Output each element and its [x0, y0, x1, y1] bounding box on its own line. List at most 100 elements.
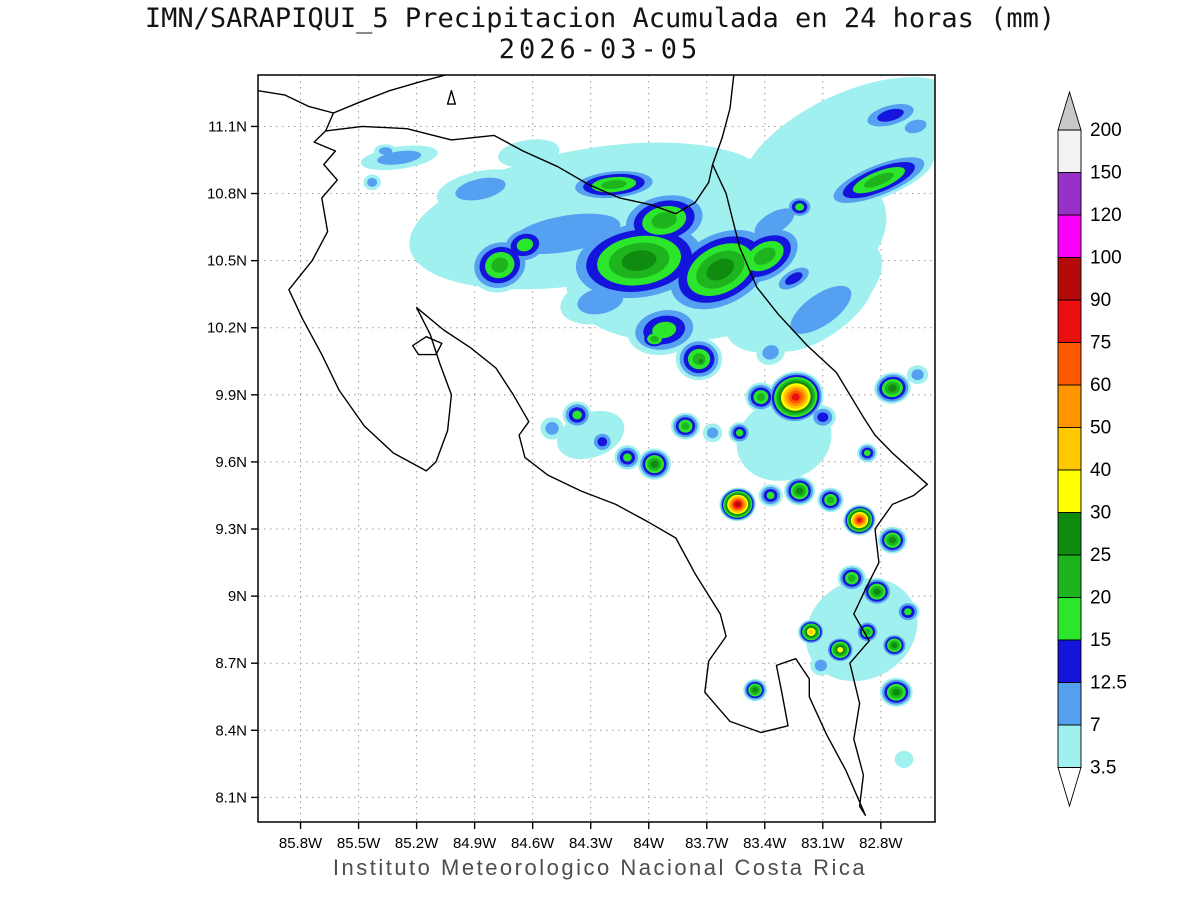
precip-cell: [808, 629, 814, 635]
precip-cell: [847, 574, 856, 582]
colorbar-segment: [1057, 554, 1082, 598]
precip-cell: [766, 491, 775, 500]
colorbar-segment: [1057, 129, 1082, 173]
precip-cell: [698, 359, 704, 364]
colorbar-segment: [1057, 299, 1082, 343]
precip-cell: [652, 321, 677, 339]
colorbar-segment: [1057, 682, 1082, 726]
colorbar-label: 12.5: [1090, 673, 1127, 694]
colorbar-label: 25: [1090, 545, 1111, 566]
precip-cell: [814, 659, 827, 672]
precip-cell: [572, 410, 582, 420]
axis-ticks: [251, 125, 882, 829]
lon-tick-label: 82.8W: [859, 835, 903, 852]
lat-tick-label: 9.6N: [215, 454, 247, 471]
colorbar-segment: [1057, 384, 1082, 428]
precip-cell: [791, 393, 800, 401]
coastline: [258, 75, 928, 816]
lat-tick-label: 8.7N: [215, 655, 247, 672]
precip-cell: [650, 460, 659, 468]
coastline-segment: [325, 112, 335, 132]
colorbar-label: 100: [1090, 248, 1122, 269]
precip-cell: [753, 247, 776, 265]
precip-cell: [857, 517, 862, 523]
precip-cell: [904, 119, 927, 134]
lon-tick-label: 83.4W: [743, 835, 787, 852]
precip-cell: [378, 147, 393, 155]
colorbar-label: 20: [1090, 588, 1111, 609]
colorbar-label: 40: [1090, 460, 1111, 481]
precip-cell: [904, 608, 912, 616]
precip-cell: [516, 238, 534, 252]
lon-tick-label: 84.6W: [511, 835, 555, 852]
precip-cell: [892, 688, 901, 696]
colorbar-arrow-bottom: [1057, 767, 1082, 808]
precip-cell: [462, 188, 479, 199]
coastline-segment: [258, 75, 447, 114]
coastline-segment: [446, 89, 456, 105]
colorbar-label: 7: [1090, 715, 1101, 736]
colorbar-segment: [1057, 512, 1082, 556]
precip-cell: [623, 453, 632, 462]
plot-title: IMN/SARAPIQUI_5 Precipitacion Acumulada …: [144, 3, 1056, 34]
lon-tick-label: 84.9W: [453, 835, 497, 852]
lat-tick-label: 11.1N: [208, 118, 247, 135]
precip-cell: [545, 421, 559, 435]
precip-cell: [785, 272, 803, 285]
footer-credit: Instituto Meteorologico Nacional Costa R…: [332, 855, 868, 880]
colorbar-label: 50: [1090, 418, 1111, 439]
colorbar-label: 120: [1090, 205, 1122, 226]
lon-tick-label: 84W: [633, 835, 665, 852]
lat-tick-label: 8.1N: [215, 789, 247, 806]
colorbar: 200 150 120 100 90 75 60 50 40 30 25 20 15 12.5 7 3.5: [1057, 90, 1127, 808]
precip-cell: [873, 588, 881, 595]
colorbar-segment: [1057, 214, 1082, 258]
precip-cell: [837, 647, 844, 653]
precip-cell: [577, 287, 624, 315]
colorbar-segment: [1057, 597, 1082, 641]
precip-cell: [650, 335, 659, 342]
colorbar-segment: [1057, 172, 1082, 216]
lat-tick-label: 9.3N: [215, 521, 247, 538]
coastline-segment: [325, 125, 714, 215]
precip-cell: [756, 393, 766, 402]
coastline-segment: [288, 75, 928, 816]
precip-cell: [894, 750, 914, 768]
precip-cell: [877, 108, 904, 122]
precip-cell: [911, 369, 924, 381]
colorbar-label: 200: [1090, 120, 1122, 141]
precipitation-layer: [360, 77, 935, 768]
precip-cell: [491, 257, 509, 273]
precip-cell: [888, 384, 897, 392]
colorbar-segment: [1057, 342, 1082, 386]
precip-cell: [826, 496, 835, 504]
precip-cell: [681, 422, 690, 430]
precip-cell: [706, 258, 735, 281]
lon-tick-label: 85.5W: [337, 835, 381, 852]
precip-cell: [651, 212, 677, 229]
colorbar-segment: [1057, 639, 1082, 683]
precip-cell: [735, 429, 744, 437]
colorbar-label: 60: [1090, 375, 1111, 396]
lat-tick-label: 10.2N: [207, 320, 247, 337]
precip-cell: [601, 180, 627, 190]
lat-tick-label: 8.4N: [215, 722, 247, 739]
precip-cell: [735, 502, 741, 507]
precip-cell: [707, 427, 719, 439]
colorbar-label: 75: [1090, 333, 1111, 354]
precip-cell: [795, 203, 805, 211]
lat-tick-label: 10.5N: [207, 253, 247, 270]
precip-cell: [863, 172, 894, 188]
plot-date: 2026-03-05: [498, 34, 702, 65]
precip-cell: [597, 437, 608, 447]
precip-cell: [795, 487, 804, 495]
precip-cell: [621, 250, 657, 271]
colorbar-label: 3.5: [1090, 758, 1116, 779]
lat-tick-label: 9N: [228, 588, 247, 605]
colorbar-label: 15: [1090, 630, 1111, 651]
colorbar-arrow-top: [1057, 90, 1082, 131]
colorbar-segment: [1057, 469, 1082, 513]
precip-cell: [367, 177, 378, 187]
